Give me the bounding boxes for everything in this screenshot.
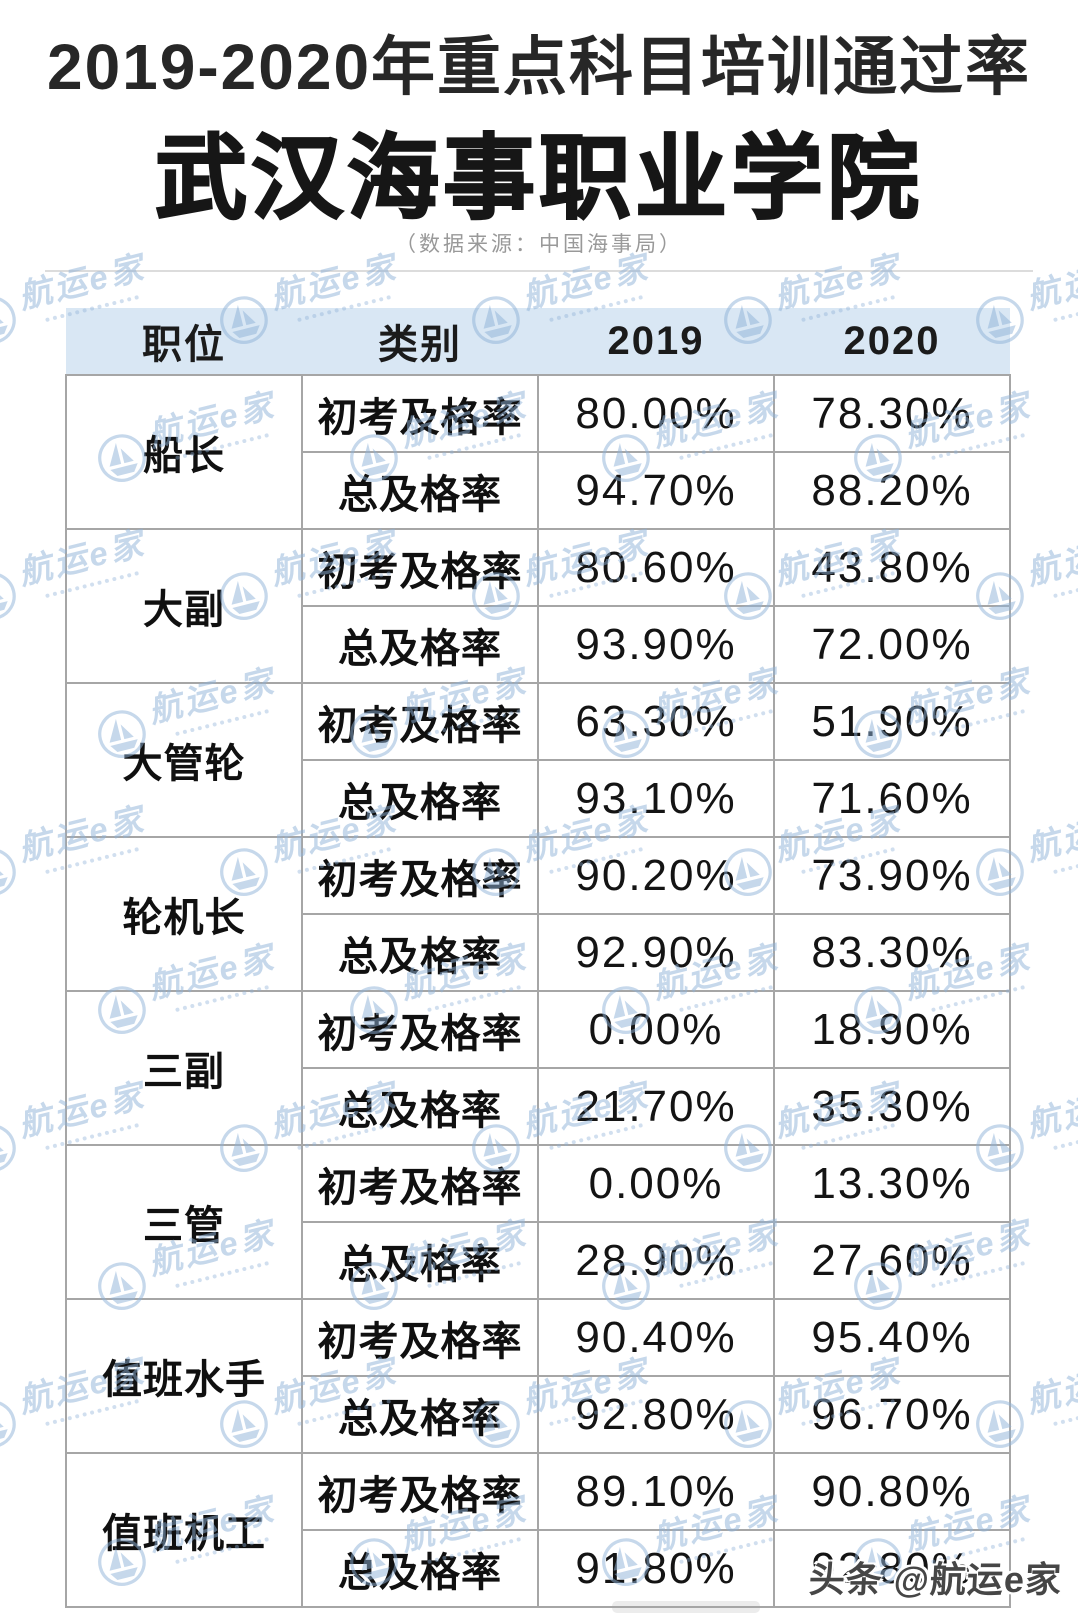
value-2020: 71.60% [773, 759, 1011, 838]
position-cell: 大管轮 [65, 682, 303, 838]
page-subtitle: 武汉海事职业学院 [154, 127, 923, 231]
value-2019: 92.90% [537, 913, 775, 992]
value-2020: 27.60% [773, 1221, 1011, 1300]
header-position: 职位 [66, 308, 302, 375]
table-row: 大管轮 初考及格率 63.30% 51.90% [65, 682, 1011, 838]
value-2019: 93.10% [537, 759, 775, 838]
value-2019: 0.00% [537, 990, 775, 1069]
table-header-row: 职位 类别 2019 2020 [66, 308, 1010, 375]
value-2020: 35.30% [773, 1067, 1011, 1146]
category-cell: 初考及格率 [301, 528, 539, 607]
data-source-note: （数据来源：中国海事局） [395, 233, 683, 256]
position-cell: 船长 [65, 374, 303, 530]
position-cell: 三副 [65, 990, 303, 1146]
category-cell: 总及格率 [301, 1529, 539, 1608]
category-cell: 初考及格率 [301, 374, 539, 453]
category-cell: 总及格率 [301, 1375, 539, 1454]
category-cell: 总及格率 [301, 605, 539, 684]
position-cell: 大副 [65, 528, 303, 684]
value-2019: 0.00% [537, 1144, 775, 1223]
header-2020: 2020 [774, 308, 1010, 375]
value-2020: 73.90% [773, 836, 1011, 915]
category-cell: 总及格率 [301, 913, 539, 992]
table-row: 三副 初考及格率 0.00% 18.90% [65, 990, 1011, 1146]
table-row: 总及格率 93.10% 71.60% [66, 759, 1011, 838]
category-cell: 初考及格率 [301, 682, 539, 761]
value-2019: 63.30% [537, 682, 775, 761]
value-2020: 72.00% [773, 605, 1011, 684]
value-2019: 92.80% [537, 1375, 775, 1454]
value-2020: 13.30% [773, 1144, 1011, 1223]
value-2020: 88.20% [773, 451, 1011, 530]
table-row: 船长 初考及格率 80.00% 78.30% [65, 374, 1011, 530]
category-cell: 初考及格率 [301, 990, 539, 1069]
value-2020: 95.40% [773, 1298, 1011, 1377]
category-cell: 初考及格率 [301, 836, 539, 915]
value-2020: 18.90% [773, 990, 1011, 1069]
category-cell: 初考及格率 [301, 1144, 539, 1223]
table-row: 轮机长 初考及格率 90.20% 73.90% [65, 836, 1011, 992]
value-2019: 93.90% [537, 605, 775, 684]
value-2019: 90.20% [537, 836, 775, 915]
value-2020: 90.80% [773, 1452, 1011, 1531]
table-row: 总及格率 92.90% 83.30% [66, 913, 1011, 992]
pass-rate-table: 职位 类别 2019 2020 船长 初考及格率 80.00% 78.30% 总… [65, 308, 1011, 1608]
table-row: 总及格率 94.70% 88.20% [66, 451, 1011, 530]
value-2019: 28.90% [537, 1221, 775, 1300]
value-2019: 80.00% [537, 374, 775, 453]
value-2020: 51.90% [773, 682, 1011, 761]
category-cell: 总及格率 [301, 759, 539, 838]
value-2020: 83.30% [773, 913, 1011, 992]
value-2019: 91.80% [537, 1529, 775, 1608]
value-2019: 80.60% [537, 528, 775, 607]
table-row: 值班水手 初考及格率 90.40% 95.40% [65, 1298, 1011, 1454]
table-row: 总及格率 28.90% 27.60% [66, 1221, 1011, 1300]
value-2020: 78.30% [773, 374, 1011, 453]
category-cell: 总及格率 [301, 451, 539, 530]
category-cell: 总及格率 [301, 1067, 539, 1146]
position-cell: 三管 [65, 1144, 303, 1300]
header-category: 类别 [302, 308, 538, 375]
value-2019: 89.10% [537, 1452, 775, 1531]
position-cell: 值班机工 [65, 1452, 303, 1608]
value-2019: 90.40% [537, 1298, 775, 1377]
table-row: 总及格率 93.90% 72.00% [66, 605, 1011, 684]
position-cell: 轮机长 [65, 836, 303, 992]
value-2020: 96.70% [773, 1375, 1011, 1454]
divider-line [45, 270, 1033, 272]
value-2019: 94.70% [537, 451, 775, 530]
category-cell: 初考及格率 [301, 1298, 539, 1377]
category-cell: 总及格率 [301, 1221, 539, 1300]
header-2019: 2019 [538, 308, 774, 375]
category-cell: 初考及格率 [301, 1452, 539, 1531]
credit-badge: 头条 @航运e家 [807, 1559, 1063, 1600]
value-2019: 21.70% [537, 1067, 775, 1146]
page-title: 2019-2020年重点科目培训通过率 [46, 31, 1032, 103]
table-row: 三管 初考及格率 0.00% 13.30% [65, 1144, 1011, 1300]
table-row: 值班机工 初考及格率 89.10% 90.80% [65, 1452, 1011, 1608]
position-cell: 值班水手 [65, 1298, 303, 1454]
table-row: 大副 初考及格率 80.60% 43.80% [65, 528, 1011, 684]
value-2020: 43.80% [773, 528, 1011, 607]
